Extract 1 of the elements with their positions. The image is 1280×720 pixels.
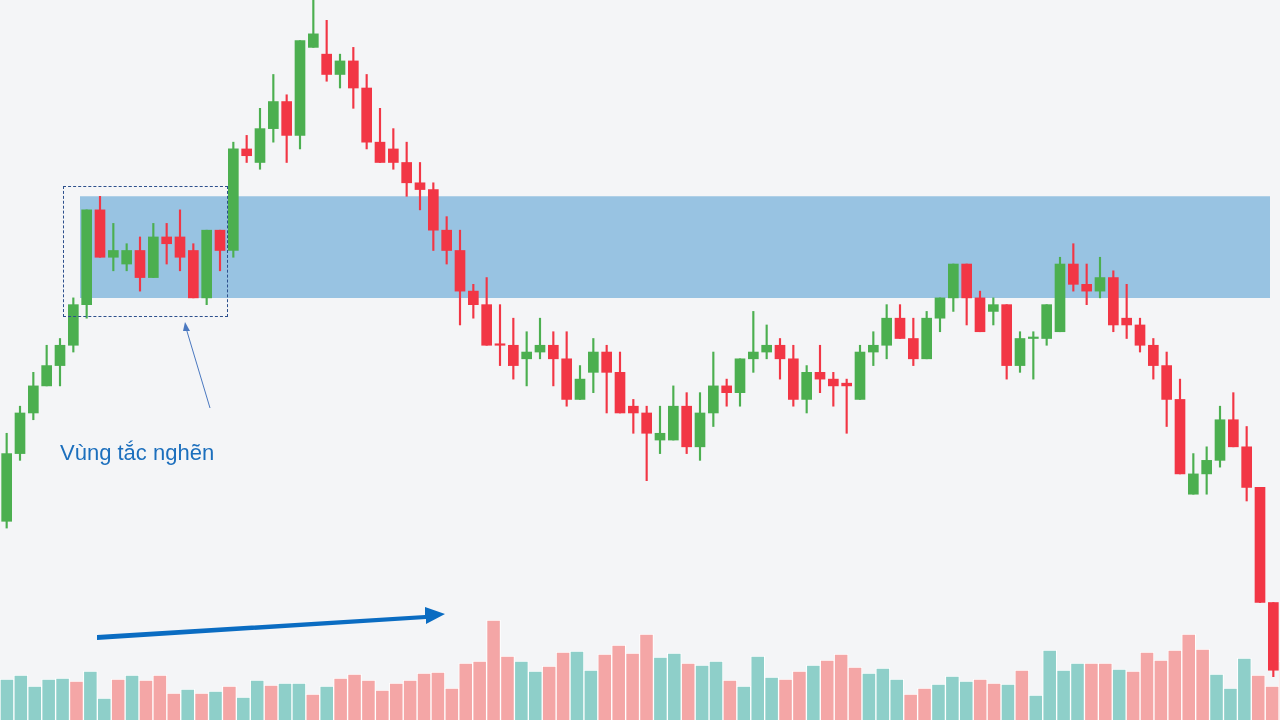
annotation: Vùng tắc nghẽn: [60, 440, 215, 466]
